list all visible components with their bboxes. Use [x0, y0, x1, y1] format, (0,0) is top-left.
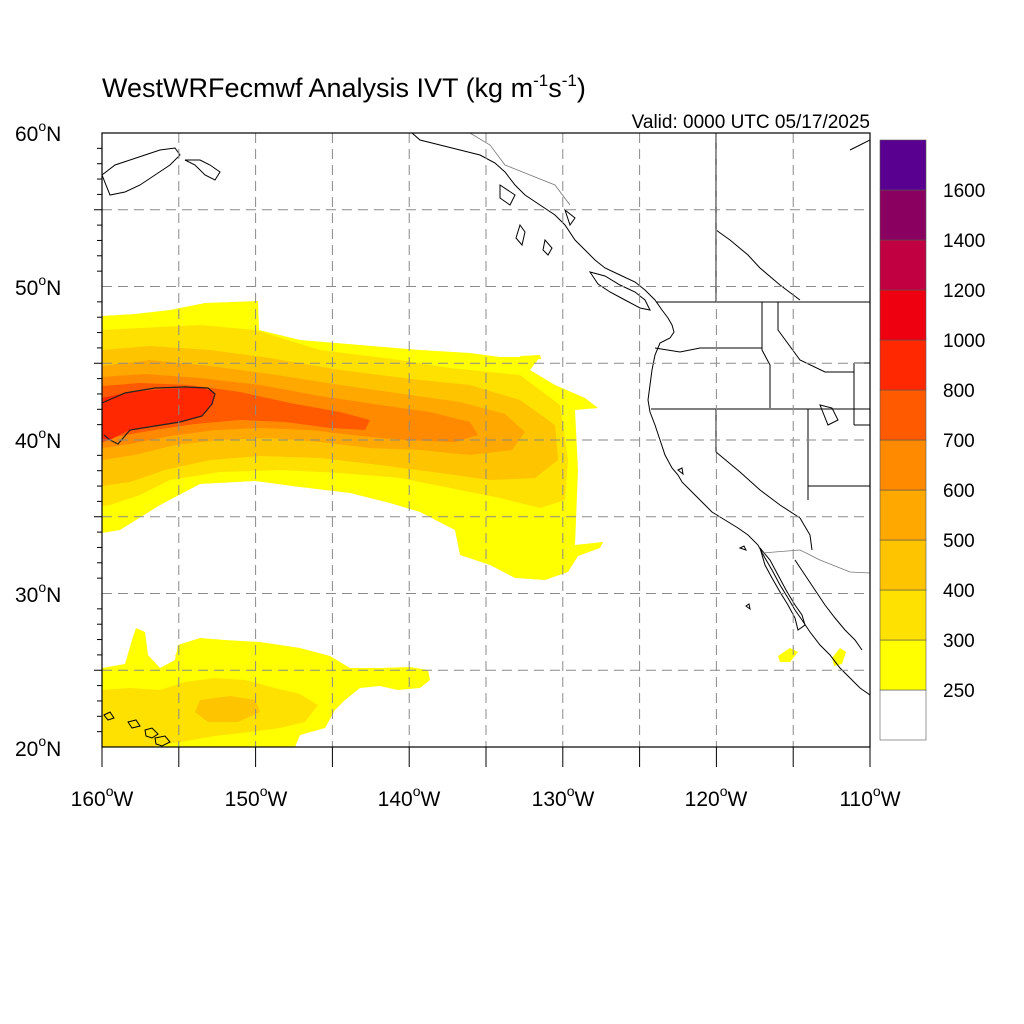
lon-label-130: 130oW [532, 783, 595, 811]
ivt-contour-250-blob1 [175, 650, 318, 670]
colorbar-swatch [879, 139, 927, 191]
lat-label-20: 20oN [15, 733, 61, 761]
graticule [102, 133, 870, 747]
colorbar-swatch [879, 489, 927, 541]
coastline-north-america [411, 133, 870, 696]
colorbar-label: 250 [943, 681, 975, 702]
colorbar-swatch [879, 289, 927, 341]
colorbar-swatch [879, 389, 927, 441]
coastline-islands [499, 184, 576, 256]
colorbar-swatch [879, 439, 927, 491]
colorbar-swatch [879, 539, 927, 591]
colorbar-label: 600 [943, 481, 975, 502]
colorbar-label: 800 [943, 381, 975, 402]
valid-time: Valid: 0000 UTC 05/17/2025 [632, 112, 870, 133]
colorbar-label: 700 [943, 431, 975, 452]
colorbar-label: 1000 [943, 331, 985, 352]
coastline-small-islands [677, 467, 751, 611]
colorbar-swatch [879, 239, 927, 291]
ivt-contour-250-blob4 [520, 355, 541, 360]
plot-title: WestWRFecmwf Analysis IVT (kg m-1s-1) [102, 71, 586, 103]
lon-label-160: 160oW [71, 783, 134, 811]
colorbar-swatch [879, 589, 927, 641]
colorbar-label: 1400 [943, 231, 985, 252]
colorbar-label: 300 [943, 631, 975, 652]
ivt-contour-400-south [195, 696, 260, 722]
coastline-vancouver-island [588, 271, 651, 311]
political-borders [469, 133, 870, 574]
ivt-1000-contour-line [102, 386, 216, 445]
coastline-alaska [102, 139, 870, 196]
lon-label-120: 120oW [685, 783, 748, 811]
ivt-contour-800 [102, 387, 214, 442]
lat-label-30: 30oN [15, 579, 61, 607]
lat-label-50: 50oN [15, 272, 61, 300]
latitude-labels: 60oN 50oN 40oN 30oN 20oN [15, 118, 61, 761]
lon-label-140: 140oW [378, 783, 441, 811]
lat-label-60: 60oN [15, 118, 61, 146]
colorbar-label: 1600 [943, 181, 985, 202]
coastline-gulf-california [794, 559, 863, 651]
colorbar: 250 300 400 500 600 700 800 1000 1200 1400 1600 [879, 139, 985, 741]
colorbar-swatch [879, 639, 927, 691]
colorbar-swatch [879, 689, 927, 741]
axis-ticks [94, 147, 871, 767]
colorbar-label: 500 [943, 531, 975, 552]
colorbar-swatch [879, 189, 927, 241]
coastline-baja [759, 547, 806, 631]
lon-label-110: 110oW [839, 783, 900, 811]
map-area [102, 133, 870, 747]
ivt-shading [102, 301, 846, 747]
colorbar-label: 400 [943, 581, 975, 602]
coastline-hawaii [103, 711, 171, 747]
lon-label-150: 150oW [225, 783, 288, 811]
colorbar-label: 1200 [943, 281, 985, 302]
longitude-labels: 160oW 150oW 140oW 130oW 120oW 110oW [71, 783, 901, 811]
lat-label-40: 40oN [15, 425, 61, 453]
colorbar-swatch [879, 339, 927, 391]
